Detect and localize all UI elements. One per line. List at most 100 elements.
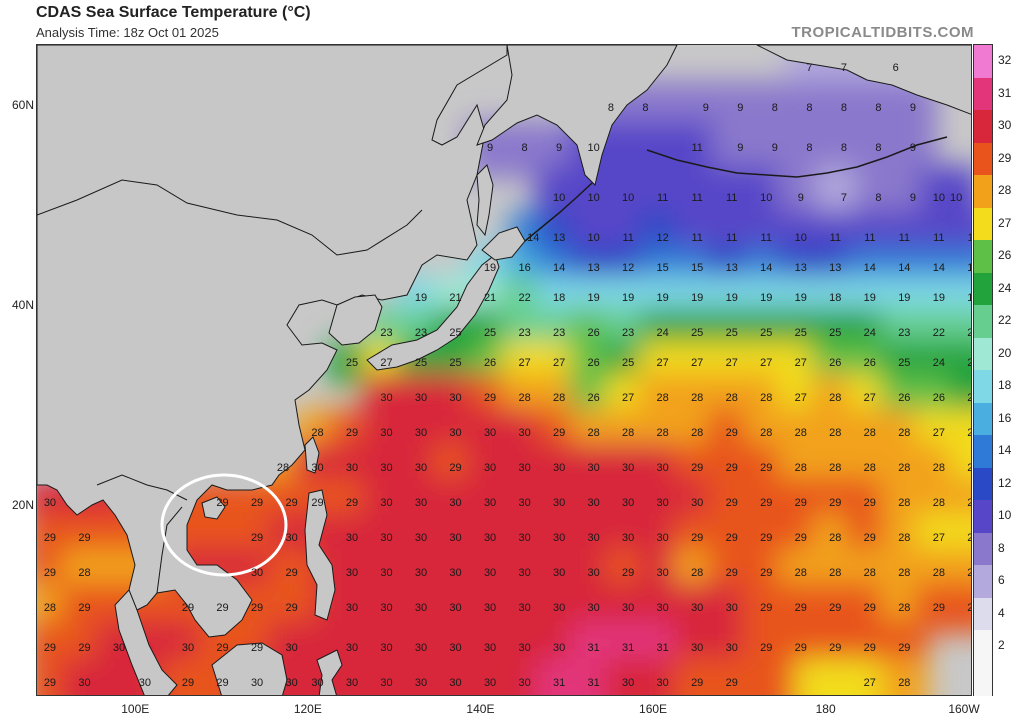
sst-value-label: 30 [588,462,600,474]
sst-value-label: 29 [829,602,841,614]
sst-value-label: 23 [553,327,565,339]
sst-value-label: 28 [311,427,323,439]
colorbar-segment [974,77,992,111]
sst-value-label: 30 [415,642,427,654]
sst-value-label: 15 [657,262,669,274]
sst-value-label: 30 [484,497,496,509]
colorbar-label: 28 [998,183,1012,198]
land-mass [37,45,971,695]
sst-value-label: 11 [933,232,944,244]
sst-value-label: 30 [415,427,427,439]
sst-value-label: 30 [518,642,530,654]
sst-value-label: 30 [285,532,297,544]
colorbar-label: 27 [998,215,1012,230]
sst-value-label: 30 [657,567,669,579]
sst-value-label: 9 [556,142,562,154]
china-border [37,179,423,256]
sst-value-label: 30 [346,462,358,474]
sst-value-label: 29 [285,567,297,579]
sst-value-label: 19 [484,262,496,274]
sst-value-label: 28 [691,427,703,439]
sst-value-label: 11 [726,232,737,244]
sst-value-label: 12 [622,262,634,274]
sst-value-label: 30 [311,462,323,474]
sst-value-label: 29 [726,677,738,689]
colorbar-segment [974,597,992,631]
sst-value-label: 29 [726,462,738,474]
sst-value-label: 28 [588,427,600,439]
sst-value-label: 29 [726,567,738,579]
sst-value-label: 31 [553,677,565,689]
sst-value-label: 7 [841,192,847,204]
colorbar-segment [974,240,992,273]
kamchatka-peninsula [476,45,678,186]
sst-value-label: 30 [553,532,565,544]
sst-value-label: 8 [875,102,881,114]
colorbar-segment [974,305,992,338]
sst-value-label: 30 [622,497,634,509]
colorbar-label: 24 [998,280,1012,295]
sst-value-label: 30 [553,497,565,509]
sst-value-label: 27 [622,392,634,404]
sst-value-label: 24 [933,357,945,369]
sst-value-label: 12 [657,232,669,244]
colorbar-label: 10 [998,508,1012,523]
sst-value-label: 28 [829,427,841,439]
sst-value-label: 30 [657,602,669,614]
sst-value-label: 30 [484,532,496,544]
sst-value-label: 27 [760,357,772,369]
sst-value-label: 19 [795,292,807,304]
sst-value-label: 10 [588,232,600,244]
sst-value-label: 30 [380,642,392,654]
sst-value-label: 30 [518,602,530,614]
sst-value-label: 30 [311,677,323,689]
sulawesi-island [316,649,343,695]
sst-value-label: 24 [657,327,669,339]
sakhalin-island [476,164,494,237]
sst-value-label: 11 [622,232,633,244]
sst-value-label: 29 [726,427,738,439]
sst-value-label: 30 [415,677,427,689]
colorbar-segment [974,110,992,143]
colorbar-label: 22 [998,313,1012,328]
sst-value-label: 10 [760,192,772,204]
sst-value-label: 8 [522,142,528,154]
colorbar-label: 32 [998,53,1012,68]
taiwan-island [304,436,320,474]
sst-value-label: 28 [898,427,910,439]
sst-value-label: 30 [657,462,669,474]
sst-value-label: 30 [657,677,669,689]
sst-value-label: 28 [691,567,703,579]
colorbar-segment [974,370,992,403]
sst-value-label: 28 [864,462,876,474]
sst-value-label: 27 [864,677,876,689]
sst-value-label: 28 [967,497,972,509]
sst-value-label: 28 [78,567,90,579]
sst-value-label: 28 [657,392,669,404]
sst-value-label: 11 [968,232,972,244]
sst-value-label: 19 [760,292,772,304]
sst-value-label: 30 [657,532,669,544]
sst-map-canvas: 7 7 6 8 8 9 9 8 8 8 8 9 9 8 9 10 11 9 9 8 8 8 9 10 10 10 11 11 11 10 9… [37,45,972,695]
sst-value-label: 10 [950,192,962,204]
sst-value-label: 10 [795,232,807,244]
sst-value-label: 30 [380,602,392,614]
sst-value-label: 28 [691,392,703,404]
sst-value-label: 29 [251,532,263,544]
sst-value-label: 14 [864,262,876,274]
sst-value-label: 29 [216,602,228,614]
sst-value-label: 29 [829,497,841,509]
sst-value-label: 7 [806,62,812,74]
sst-cell [708,658,807,695]
sst-value-label: 30 [346,567,358,579]
sst-value-label: 30 [622,602,634,614]
sst-value-label: 26 [898,392,910,404]
sst-cell [794,658,894,695]
sst-value-label: 28 [898,462,910,474]
sst-value-label: 25 [967,392,972,404]
sst-value-label: 29 [216,497,228,509]
colorbar-segment [974,662,992,696]
sst-value-label: 11 [864,232,875,244]
sst-value-label: 30 [380,497,392,509]
sst-value-label: 8 [841,102,847,114]
